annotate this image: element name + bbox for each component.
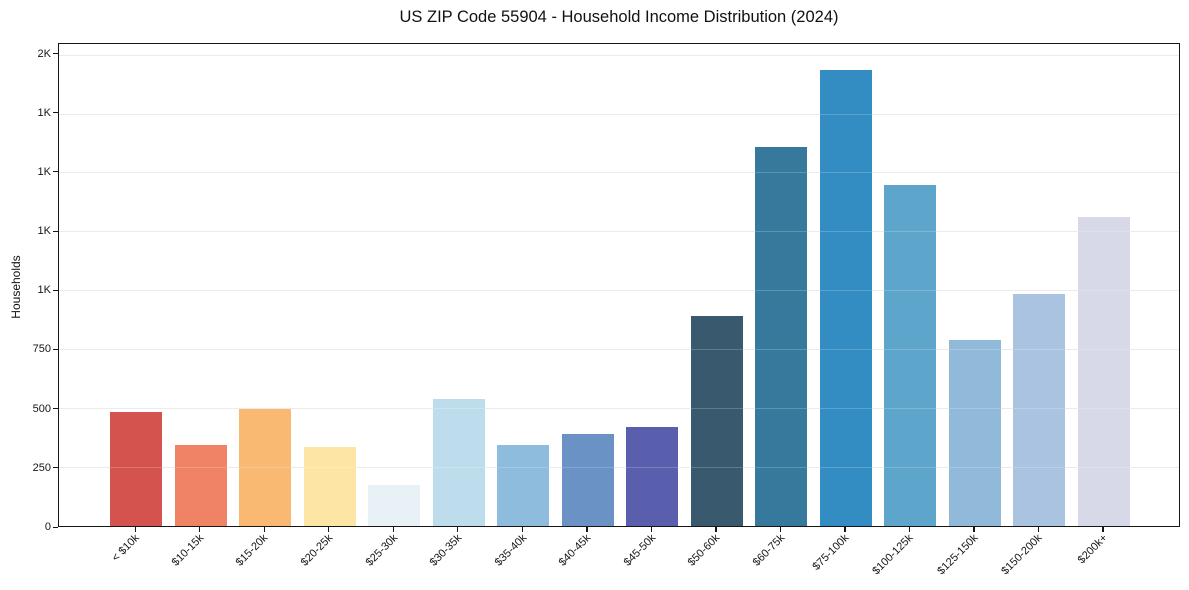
y-tick-mark (52, 348, 58, 350)
x-tick-label-text: $75-100k (810, 532, 852, 573)
y-tick-mark (52, 408, 58, 410)
y-tick-label: 1K (37, 165, 51, 178)
y-tick-mark (52, 112, 58, 114)
x-tick-mark (1102, 527, 1104, 532)
bar (497, 444, 550, 526)
y-tick-label: 1K (37, 225, 51, 238)
x-tick-label-text: < $10k (109, 532, 142, 565)
gridline-overlay (59, 231, 1179, 233)
y-tick-label: 250 (32, 461, 51, 474)
x-tick-mark (973, 527, 975, 532)
x-tick-label-text: $100-125k (870, 532, 916, 578)
bar (690, 316, 743, 526)
x-tick-label-text: $40-45k (556, 532, 594, 569)
x-tick-label-text: $10-15k (169, 532, 207, 569)
y-tick-mark (52, 230, 58, 232)
x-tick-mark (1037, 527, 1040, 532)
y-tick-label: 1K (37, 284, 51, 297)
bar (174, 444, 227, 526)
x-tick-label-text: $60-75k (750, 532, 787, 569)
gridline (59, 231, 1179, 233)
bar (239, 409, 292, 526)
x-tick-mark (908, 527, 911, 532)
x-tick-mark (328, 527, 330, 532)
x-tick-mark (586, 527, 588, 532)
x-tick-mark (134, 527, 136, 532)
bar (755, 146, 808, 526)
bar (1013, 293, 1066, 526)
x-tick-label-text: $35-40k (492, 532, 529, 569)
gridline-overlay (59, 172, 1179, 174)
gridline (59, 113, 1179, 115)
x-tick-label-text: $150-200k (999, 532, 1045, 578)
bar (948, 339, 1001, 526)
x-tick-label-text: $25-30k (363, 532, 400, 569)
y-tick-mark (52, 467, 58, 469)
bar (432, 398, 485, 526)
gridline (59, 408, 1179, 410)
x-tick-label-text: $45-50k (621, 532, 658, 569)
y-tick-label: 1K (37, 106, 51, 119)
x-tick-label-text: $30-35k (427, 532, 465, 569)
bar (561, 434, 614, 526)
gridline-overlay (59, 113, 1179, 115)
gridlines-over-layer (59, 44, 1179, 526)
x-tick-mark (715, 527, 717, 532)
gridline-overlay (59, 290, 1179, 292)
y-tick-label: 750 (32, 343, 51, 356)
x-tick-label-text: $50-60k (685, 532, 723, 569)
y-tick-mark (52, 526, 58, 528)
x-tick-label-text: $15-20k (234, 532, 271, 569)
bars-layer (59, 44, 1179, 526)
bar (110, 411, 163, 526)
y-tick-mark (52, 171, 58, 173)
gridline-overlay (59, 349, 1179, 351)
bar (368, 484, 421, 526)
x-tick-label-text: $20-25k (298, 532, 336, 569)
x-tick-mark (779, 527, 782, 532)
x-tick-mark (199, 527, 201, 532)
x-tick-mark (457, 527, 459, 532)
x-tick-mark (521, 527, 524, 532)
y-tick-label: 2K (37, 47, 51, 60)
gridline-overlay (59, 467, 1179, 469)
bar (626, 427, 679, 526)
y-tick-label: 0 (44, 521, 51, 533)
bar (884, 185, 937, 526)
gridline (59, 467, 1179, 469)
x-tick-label-text: $125-150k (935, 532, 981, 578)
gridline (59, 290, 1179, 292)
gridlines-under-layer (59, 44, 1179, 526)
plot-area (58, 43, 1180, 527)
bar (819, 69, 872, 526)
chart-title: US ZIP Code 55904 - Household Income Dis… (399, 8, 839, 26)
x-tick-mark (263, 527, 265, 532)
y-tick-label: 500 (32, 402, 51, 415)
gridline (59, 54, 1179, 56)
x-tick-label-text: $200k+ (1075, 532, 1110, 567)
y-tick-mark (52, 53, 58, 55)
gridline-overlay (59, 408, 1179, 410)
gridline (59, 349, 1179, 351)
y-tick-mark (52, 289, 58, 291)
gridline (59, 172, 1179, 174)
bar (1078, 217, 1130, 526)
gridline-overlay (59, 54, 1179, 56)
x-tick-mark (650, 527, 653, 532)
x-tick-mark (392, 527, 394, 532)
bar (303, 447, 356, 526)
x-tick-mark (844, 527, 846, 532)
